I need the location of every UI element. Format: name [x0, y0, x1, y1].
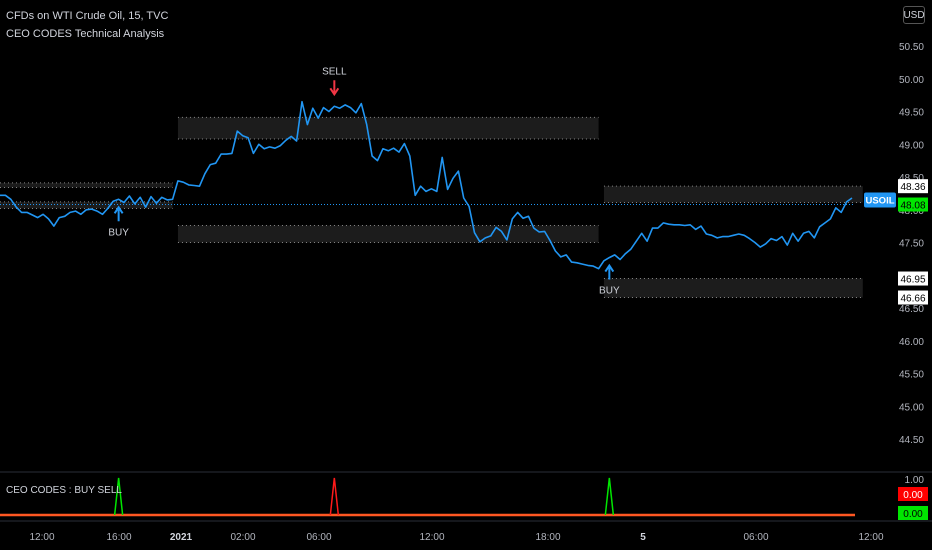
y-tick-label: 50.00 — [899, 75, 924, 86]
x-tick-label: 16:00 — [106, 532, 131, 543]
currency-button[interactable]: USD — [903, 6, 925, 24]
y-tick-label: 45.50 — [899, 370, 924, 381]
sell-signal-label: SELL — [322, 66, 347, 77]
x-tick-label: 12:00 — [29, 532, 54, 543]
indicator-spike — [113, 477, 124, 516]
indicator-pane-label: CEO CODES : BUY SELL — [6, 485, 122, 496]
price-axis-label: 46.95 — [900, 275, 925, 286]
x-tick-label: 12:00 — [419, 532, 444, 543]
y-tick-label: 45.00 — [899, 402, 924, 413]
zone-lower-band — [0, 201, 173, 209]
symbol-badge: USOIL — [865, 196, 894, 207]
y-tick-label: 50.50 — [899, 42, 924, 53]
buy-arrow-head-icon — [113, 205, 124, 214]
buy-signal-label: BUY — [108, 227, 129, 238]
x-tick-label: 18:00 — [535, 532, 560, 543]
y-tick-label: 49.50 — [899, 108, 924, 119]
y-tick-label: 46.50 — [899, 304, 924, 315]
y-tick-label: 44.50 — [899, 435, 924, 446]
x-tick-label: 02:00 — [230, 532, 255, 543]
price-axis-label: 46.66 — [900, 294, 925, 305]
zone-upper-band — [177, 117, 599, 140]
x-tick-label: 2021 — [170, 532, 193, 543]
price-axis-label: 48.36 — [900, 182, 925, 193]
x-tick-label: 06:00 — [306, 532, 331, 543]
indicator-value-label: 0.00 — [903, 490, 923, 501]
indicator-spike — [329, 477, 340, 516]
zone-upper-band — [0, 182, 173, 188]
zone-lower-band — [177, 225, 599, 243]
price-series-line — [0, 100, 853, 270]
x-tick-label: 12:00 — [858, 532, 883, 543]
price-axis-label-bg — [898, 271, 928, 286]
price-axis-label-bg — [898, 290, 928, 305]
price-axis-label-bg — [898, 197, 928, 212]
price-axis-label: 48.08 — [900, 201, 925, 212]
indicator-value-bg — [898, 487, 928, 501]
indicator-spike — [604, 477, 615, 516]
zone-lower-band — [603, 278, 863, 298]
buy-arrow-head-icon — [604, 263, 615, 273]
indicator-title: CEO CODES Technical Analysis — [6, 28, 165, 40]
sell-arrow-head-icon — [329, 87, 340, 97]
y-tick-label: 49.00 — [899, 140, 924, 151]
zone-upper-band — [603, 186, 863, 203]
y-tick-label: 47.50 — [899, 239, 924, 250]
indicator-y-tick: 1.00 — [905, 475, 925, 486]
y-tick-label: 46.00 — [899, 337, 924, 348]
indicator-value-label: 0.00 — [903, 509, 923, 520]
indicator-value-bg — [898, 506, 928, 520]
x-tick-label: 06:00 — [743, 532, 768, 543]
buy-signal-label: BUY — [599, 286, 620, 297]
price-axis-label-bg — [898, 179, 928, 194]
symbol-title: CFDs on WTI Crude Oil, 15, TVC — [6, 10, 169, 22]
x-tick-label: 5 — [640, 532, 646, 543]
y-tick-label: 48.50 — [899, 173, 924, 184]
symbol-badge-bg — [864, 192, 896, 208]
